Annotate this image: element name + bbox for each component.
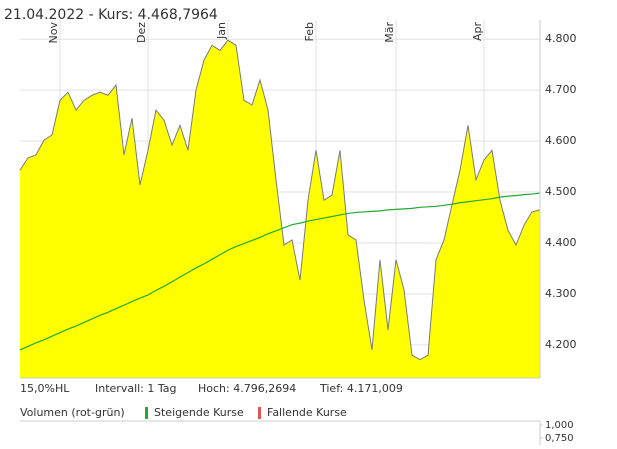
y-tick-label: 4.400 xyxy=(545,236,577,249)
x-tick-label: Apr xyxy=(471,22,484,42)
line xyxy=(19,39,541,361)
y-tick-label: 1,000 xyxy=(545,420,574,431)
legend-label: Steigende Kurse xyxy=(154,406,244,419)
panel-title: Volumen (rot-grün) xyxy=(20,406,125,419)
y-tick-label: 0,750 xyxy=(545,433,574,444)
chart-title: 21.04.2022 - Kurs: 4.468,7964 xyxy=(4,7,218,23)
info-text: 15,0%HL xyxy=(20,382,70,395)
x-tick-label: Jan xyxy=(215,22,228,40)
y-tick-label: 4.200 xyxy=(545,338,577,351)
info-text: Hoch: 4.796,2694 xyxy=(198,382,296,395)
x-tick-label: Dez xyxy=(135,22,148,43)
legend-swatch xyxy=(258,407,261,419)
y-tick-label: 4.500 xyxy=(545,185,577,198)
y-tick-label: 4.300 xyxy=(545,287,577,300)
legend-label: Fallende Kurse xyxy=(267,406,347,419)
y-tick-label: 4.700 xyxy=(545,83,577,96)
line xyxy=(19,192,541,351)
y-tick-label: 4.800 xyxy=(545,32,577,45)
y-tick-label: 4.600 xyxy=(545,134,577,147)
x-tick-label: Nov xyxy=(47,22,60,44)
x-tick-label: Mär xyxy=(383,22,396,43)
info-text: Tief: 4.171,009 xyxy=(319,382,403,395)
legend-swatch xyxy=(145,407,148,419)
x-tick-label: Feb xyxy=(303,22,316,41)
info-text: Intervall: 1 Tag xyxy=(95,382,177,395)
